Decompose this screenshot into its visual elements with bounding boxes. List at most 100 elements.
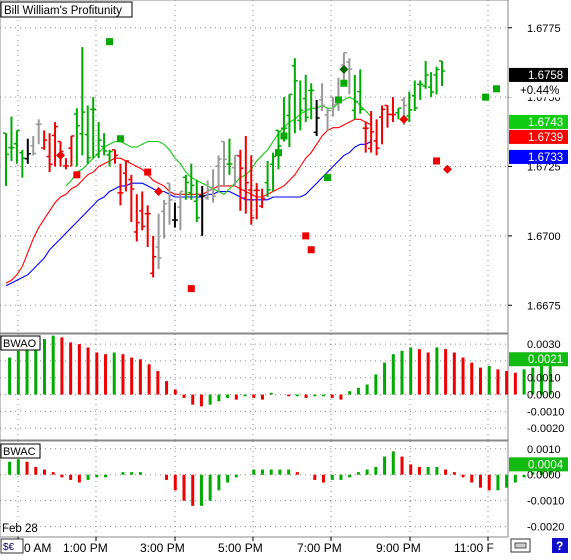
price-bar bbox=[439, 60, 445, 87]
price-bar bbox=[161, 199, 168, 239]
price-bar bbox=[62, 158, 69, 170]
time-label: 5:00 PM bbox=[218, 541, 263, 555]
price-tag-last-bg bbox=[509, 67, 568, 82]
price-tag-jaw-green: 1.6743 bbox=[528, 117, 563, 129]
price-bar bbox=[3, 132, 9, 186]
price-tags: 0.0021 0.0004 1.6758 +0.44% 1.6743 1.6739 1.67… bbox=[508, 67, 569, 472]
bwac-title: BWAC bbox=[3, 446, 36, 458]
price-bar bbox=[221, 140, 227, 186]
price-tag-change: +0.44% bbox=[520, 85, 559, 97]
bwac-tick-label: -0.0010 bbox=[527, 496, 564, 508]
bwao-tick-label: 0.0030 bbox=[527, 339, 561, 351]
price-bar bbox=[324, 108, 331, 131]
fractal-square-marker bbox=[106, 38, 114, 46]
help-icon-text: ? bbox=[556, 539, 563, 553]
price-bar bbox=[379, 105, 386, 145]
fractal-diamond-marker bbox=[154, 186, 164, 196]
fractal-square-marker bbox=[116, 135, 124, 143]
price-tag-teeth-red: 1.6739 bbox=[528, 132, 563, 144]
price-bar bbox=[41, 130, 48, 150]
price-bar bbox=[46, 133, 53, 173]
price-bar bbox=[139, 191, 146, 231]
price-tag-jaw-green-bg bbox=[509, 114, 568, 129]
help-icon[interactable]: ? bbox=[552, 538, 568, 553]
price-bar bbox=[144, 205, 151, 247]
bwac-pane[interactable] bbox=[0, 440, 509, 538]
alligator-teeth-line bbox=[5, 118, 372, 284]
price-bar bbox=[106, 149, 113, 167]
price-bar bbox=[308, 83, 315, 120]
bwao-value-tag: 0.0021 bbox=[528, 354, 563, 366]
price-bar bbox=[182, 174, 189, 200]
fractal-square-marker bbox=[275, 149, 282, 157]
time-label: 9:00 PM bbox=[376, 541, 421, 555]
price-title: Bill William's Profitunity bbox=[4, 5, 122, 17]
price-bar bbox=[319, 83, 326, 111]
price-bar bbox=[346, 58, 353, 95]
price-bar bbox=[90, 97, 97, 159]
fractal-square-marker bbox=[187, 285, 195, 293]
price-bar bbox=[351, 74, 358, 120]
bwao-title-box bbox=[0, 335, 41, 351]
bwac-value-tag-bg bbox=[509, 457, 568, 472]
fractal-diamond-marker bbox=[56, 150, 65, 160]
y-tick-label: 1.6725 bbox=[527, 162, 561, 174]
time-label: 1:00 PM bbox=[63, 541, 108, 555]
time-label: 7:00 PM bbox=[297, 541, 342, 555]
bwac-title-box bbox=[0, 443, 41, 459]
oscillator-histograms bbox=[8, 335, 552, 506]
price-bar bbox=[52, 122, 59, 167]
fractal-square-marker bbox=[302, 232, 310, 240]
price-tag-lips-blue: 1.6733 bbox=[528, 152, 563, 164]
price-bar bbox=[188, 163, 195, 200]
bwao-tick-label: -0.0010 bbox=[527, 406, 564, 418]
fractal-diamond-marker bbox=[339, 64, 349, 74]
bwao-tick-label: -0.0020 bbox=[527, 423, 564, 435]
price-bar bbox=[215, 155, 222, 192]
price-bar bbox=[248, 155, 255, 225]
price-tag-last: 1.6758 bbox=[528, 70, 563, 82]
fractal-square-marker bbox=[307, 246, 315, 254]
price-title-box bbox=[0, 1, 133, 18]
price-bar bbox=[177, 190, 184, 231]
price-bar bbox=[193, 180, 200, 222]
price-bar bbox=[101, 133, 108, 156]
price-bar bbox=[242, 135, 249, 214]
fractal-square-marker bbox=[482, 93, 490, 101]
bwao-title: BWAO bbox=[3, 338, 37, 350]
y-tick-label: 1.6775 bbox=[527, 23, 561, 35]
time-label: 11:00 F bbox=[454, 541, 494, 555]
y-tick-label: 1.6675 bbox=[527, 300, 561, 312]
date-label: Feb 28 bbox=[2, 523, 38, 535]
price-bar bbox=[253, 183, 260, 220]
price-bar bbox=[406, 91, 413, 123]
currency-icon[interactable]: $€ bbox=[0, 538, 24, 554]
price-bar bbox=[362, 122, 369, 153]
bwao-pane[interactable] bbox=[0, 333, 509, 441]
price-tag-lips-blue-bg bbox=[509, 149, 568, 164]
price-bar bbox=[79, 47, 86, 156]
price-tag-change-bg bbox=[508, 82, 569, 98]
price-bar bbox=[73, 108, 80, 167]
price-bar bbox=[95, 122, 102, 159]
fractal-square-marker bbox=[334, 96, 342, 104]
price-bar bbox=[368, 111, 375, 153]
price-bar bbox=[171, 202, 178, 228]
currency-icon-text: $€ bbox=[3, 542, 15, 553]
scroll-icon[interactable] bbox=[510, 538, 531, 553]
fractal-square-marker bbox=[144, 168, 152, 176]
price-bar bbox=[264, 160, 271, 198]
price-bar bbox=[24, 138, 31, 164]
fractal-square-marker bbox=[280, 132, 288, 140]
price-bar bbox=[35, 119, 42, 145]
price-bar bbox=[417, 80, 424, 100]
price-bar bbox=[373, 119, 380, 156]
fractal-diamond-marker bbox=[399, 114, 409, 124]
price-bar bbox=[13, 129, 20, 164]
price-bar bbox=[428, 72, 435, 98]
time-axis[interactable] bbox=[0, 537, 571, 555]
signal-markers bbox=[56, 38, 500, 293]
price-bar bbox=[128, 174, 135, 222]
